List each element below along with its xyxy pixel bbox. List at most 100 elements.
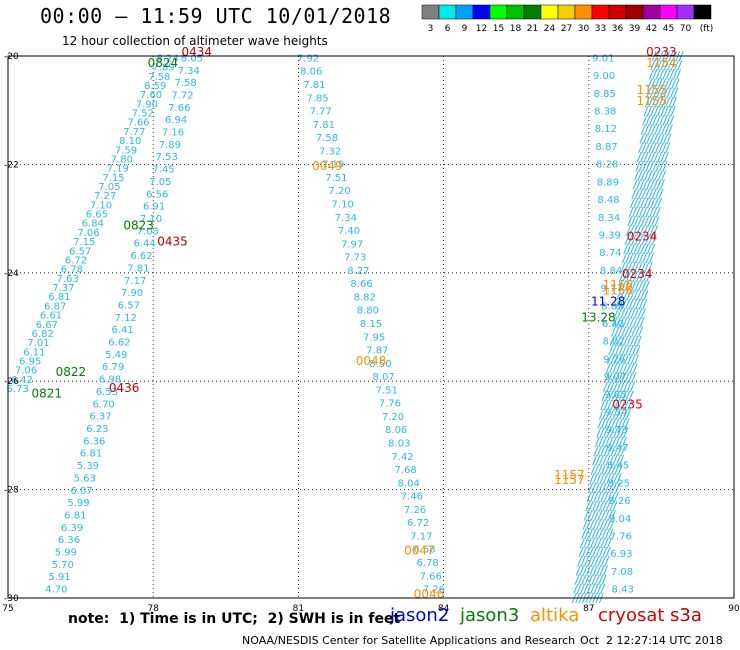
dense-track-mark [616, 427, 622, 438]
swh-value: 7.77 [123, 127, 145, 138]
swh-value: 7.17 [124, 276, 146, 287]
swh-value: 7.58 [148, 72, 170, 83]
dense-track-mark [589, 565, 595, 576]
swh-value: 7.32 [319, 146, 341, 157]
dense-track-mark [586, 519, 591, 530]
dense-track-mark [644, 216, 650, 227]
dense-track-mark [602, 500, 608, 512]
dense-track-mark [625, 363, 631, 374]
y-tick-label: -28 [4, 486, 19, 496]
dense-track-mark [633, 243, 639, 255]
swh-value: 7.52 [132, 109, 154, 120]
colorbar-swatch [642, 4, 661, 20]
colorbar-swatch [625, 4, 644, 20]
dense-track-mark [621, 436, 627, 448]
dense-track-mark [650, 105, 656, 117]
dense-track-mark [609, 427, 615, 438]
dense-track-mark [593, 537, 599, 549]
swh-value: 9.07 [604, 372, 626, 383]
dense-track-mark [628, 390, 634, 402]
dense-track-mark [594, 574, 600, 585]
dense-track-mark [643, 289, 649, 301]
dense-track-mark [614, 418, 620, 429]
dense-track-mark [581, 528, 587, 539]
dense-track-mark [588, 546, 594, 558]
swh-value: 8.38 [594, 107, 616, 118]
dense-track-mark [582, 565, 588, 576]
dense-track-mark [657, 78, 663, 89]
dense-track-mark [625, 252, 631, 264]
dense-track-mark [594, 556, 600, 567]
dense-track-mark [592, 500, 598, 512]
dense-track-mark [628, 206, 634, 218]
y-tick-label: -24 [4, 269, 19, 279]
dense-track-mark [660, 105, 666, 117]
dense-track-mark [622, 317, 628, 328]
dense-track-mark [586, 491, 592, 503]
dense-track-mark [653, 225, 658, 236]
swh-value: 7.34 [178, 66, 200, 77]
dense-track-mark [646, 225, 652, 236]
swh-value: 7.20 [382, 412, 404, 423]
swh-value: 6.72 [65, 255, 87, 266]
dense-track-mark [607, 464, 613, 475]
dense-track-mark [677, 60, 683, 71]
dense-track-mark [673, 87, 679, 98]
dense-track-mark [651, 78, 656, 89]
dense-track-mark [627, 353, 633, 365]
dense-track-mark [640, 262, 646, 273]
dense-track-mark [588, 482, 593, 493]
dense-track-mark [655, 96, 661, 108]
dense-track-mark [634, 188, 640, 199]
dense-track-mark [593, 445, 599, 457]
swh-value: 8.89 [597, 177, 619, 188]
dense-track-mark [590, 510, 596, 521]
dense-track-mark [654, 124, 660, 135]
dense-track-mark [638, 298, 644, 310]
dense-track-mark [604, 390, 610, 402]
dense-track-mark [614, 464, 620, 475]
dense-track-mark [616, 289, 622, 301]
dense-track-mark [640, 124, 646, 135]
dense-track-mark [655, 188, 661, 199]
dense-track-mark [636, 271, 642, 282]
dense-track-mark [609, 500, 614, 512]
dense-track-mark [602, 409, 608, 420]
dense-track-mark [650, 151, 656, 163]
dense-track-mark [594, 436, 600, 448]
dense-track-mark [637, 262, 643, 273]
colorbar-label: 12 [476, 24, 487, 34]
dense-track-mark [632, 363, 638, 374]
dense-track-mark [662, 69, 668, 80]
dense-track-mark [662, 115, 668, 126]
dense-track-mark [643, 151, 649, 163]
dense-track-mark [659, 133, 665, 144]
dense-track-mark [619, 335, 625, 346]
dense-track-mark [592, 519, 598, 530]
dense-track-mark [671, 78, 677, 89]
dense-track-mark [624, 326, 630, 337]
dense-track-mark [629, 317, 635, 328]
swh-value: 7.15 [73, 237, 95, 248]
dense-track-mark [618, 436, 624, 448]
swh-value: 7.12 [115, 313, 137, 324]
dense-track-mark [603, 445, 609, 457]
dense-track-mark [594, 482, 600, 493]
dense-track-mark [627, 216, 633, 227]
swh-value: 5.63 [74, 473, 96, 484]
dense-track-mark [661, 170, 667, 181]
dense-track-mark [627, 262, 633, 273]
dense-track-mark [583, 537, 589, 549]
colorbar-label: 15 [493, 24, 504, 34]
dense-track-mark [604, 436, 610, 448]
swh-value: 8.66 [350, 279, 372, 290]
dense-track-mark [635, 161, 641, 172]
dense-track-mark [615, 317, 621, 328]
pass-time-label: 0434 [181, 45, 212, 59]
dense-track-mark [623, 243, 629, 255]
swh-value: 6.91 [143, 202, 165, 213]
dense-track-mark [607, 353, 612, 365]
swh-value: 6.11 [23, 347, 45, 358]
dense-track-mark [644, 262, 650, 273]
dense-track-mark [581, 574, 587, 585]
